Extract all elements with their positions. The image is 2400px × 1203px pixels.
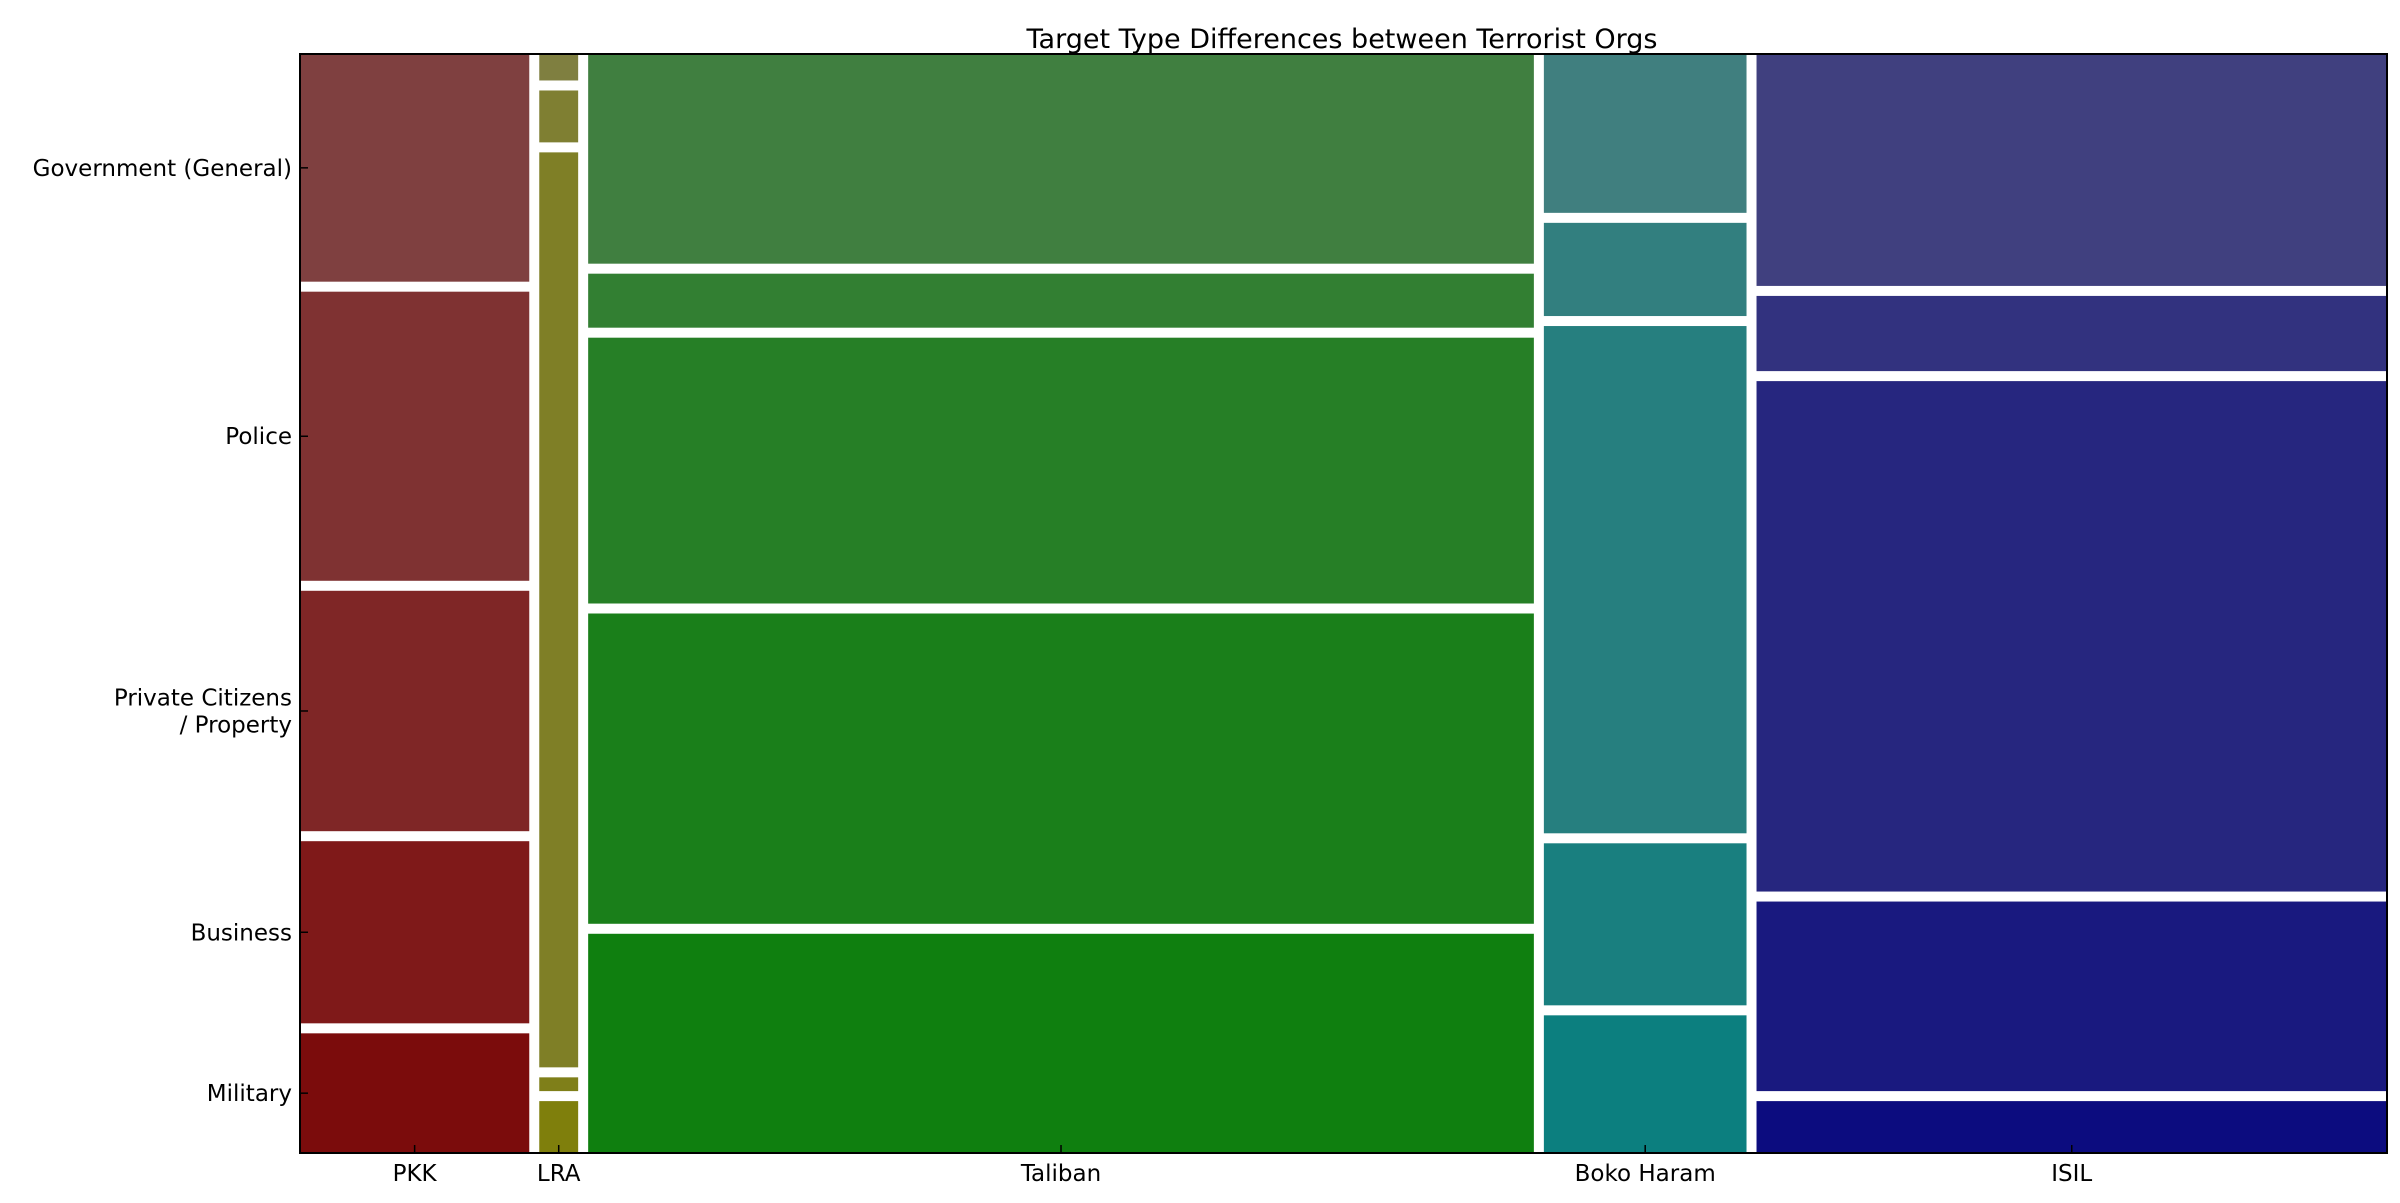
tile-boko-haram-1 [1543,843,1747,1006]
y-tick-label: Private Citizens / Property [114,685,292,738]
tile-lra-1 [539,1077,579,1092]
tile-pkk-2 [300,590,530,832]
y-tick-label: Business [191,920,292,946]
tile-taliban-0 [588,933,1534,1153]
tile-boko-haram-4 [1543,54,1747,213]
y-tick-label: Police [225,424,292,450]
tile-pkk-3 [300,291,530,581]
tile-isil-2 [1756,381,2387,892]
tile-boko-haram-2 [1543,326,1747,834]
plot-frame [299,53,2388,1154]
tile-pkk-4 [300,54,530,282]
x-tick-label: Taliban [1020,1161,1101,1187]
tile-taliban-4 [588,54,1534,264]
tile-lra-4 [539,54,579,81]
x-tick-label: ISIL [2051,1161,2092,1187]
chart-title: Target Type Differences between Terroris… [1026,24,1658,55]
axis-ticks: PKK LRA Taliban Boko Haram ISIL Military Busin… [33,156,2093,1187]
tile-lra-3 [539,90,579,143]
tile-isil-1 [1756,901,2387,1092]
tile-isil-3 [1756,295,2387,372]
tile-taliban-3 [588,273,1534,328]
mosaic-tiles [300,54,2387,1153]
tile-taliban-1 [588,613,1534,924]
y-tick-label: Military [207,1081,292,1107]
tile-pkk-0 [300,1033,530,1153]
tile-lra-2 [539,152,579,1068]
tile-taliban-2 [588,337,1534,604]
x-tick-label: PKK [393,1161,438,1187]
tile-isil-0 [1756,1101,2387,1153]
x-tick-label: LRA [537,1161,581,1187]
tile-isil-4 [1756,54,2387,286]
x-tick-label: Boko Haram [1575,1161,1716,1187]
tile-pkk-1 [300,841,530,1024]
tile-lra-0 [539,1101,579,1153]
tile-boko-haram-3 [1543,222,1747,317]
y-tick-label: Government (General) [33,156,292,182]
tile-boko-haram-0 [1543,1015,1747,1153]
